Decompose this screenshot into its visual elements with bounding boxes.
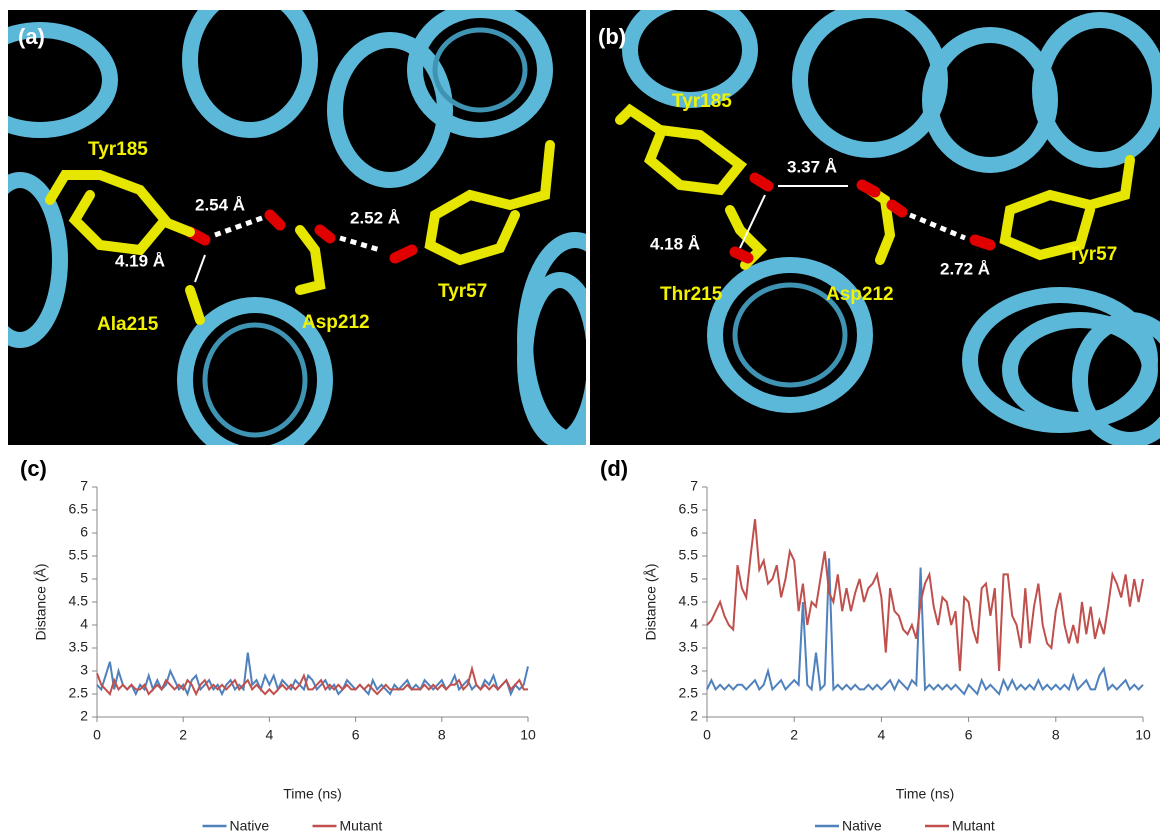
residue-label: Tyr57 — [1068, 244, 1117, 265]
legend-label: Native — [230, 818, 270, 834]
structure-a — [8, 10, 586, 445]
x-tick-label: 4 — [266, 727, 274, 743]
x-tick-label: 8 — [1052, 727, 1060, 743]
y-tick-label: 6.5 — [69, 501, 89, 517]
y-tick-label: 6.5 — [679, 501, 699, 517]
y-axis-label: Distance (Å) — [33, 563, 49, 640]
residue-label: Tyr57 — [438, 281, 487, 302]
y-tick-label: 7 — [80, 478, 88, 494]
y-tick-label: 5 — [80, 570, 88, 586]
residue-label: Thr215 — [660, 284, 723, 305]
x-tick-label: 2 — [790, 727, 798, 743]
x-tick-label: 10 — [1135, 727, 1151, 743]
y-tick-label: 2 — [690, 708, 698, 724]
residue-label: Ala215 — [97, 314, 159, 335]
distance-label: 2.72 Å — [940, 259, 990, 278]
panel-label: (a) — [18, 24, 45, 49]
residue-label: Tyr185 — [88, 139, 148, 160]
series-line — [96, 652, 529, 697]
y-tick-label: 7 — [690, 478, 698, 494]
series-line — [96, 664, 528, 697]
distance-label: 4.18 Å — [650, 234, 700, 253]
y-tick-label: 2 — [80, 708, 88, 724]
legend-label: Mutant — [340, 818, 383, 834]
distance-label: 2.54 Å — [195, 195, 245, 214]
y-tick-label: 2.5 — [679, 685, 699, 701]
residue-label: Asp212 — [826, 284, 894, 305]
x-tick-label: 10 — [520, 727, 536, 743]
y-tick-label: 3.5 — [69, 639, 89, 655]
y-tick-label: 4.5 — [679, 593, 699, 609]
series-line — [706, 558, 1144, 696]
panel-label: (b) — [598, 24, 626, 49]
residue-label: Asp212 — [302, 312, 370, 333]
panel-label: (d) — [600, 456, 628, 481]
x-axis-label: Time (ns) — [283, 786, 342, 802]
distance-label: 4.19 Å — [115, 251, 165, 270]
distance-label: 3.37 Å — [787, 157, 837, 176]
y-tick-label: 4 — [690, 616, 698, 632]
y-tick-label: 5.5 — [679, 547, 699, 563]
residue-label: Tyr185 — [672, 91, 732, 112]
x-tick-label: 6 — [965, 727, 973, 743]
y-tick-label: 2.5 — [69, 685, 89, 701]
y-tick-label: 4 — [80, 616, 88, 632]
x-tick-label: 2 — [179, 727, 187, 743]
y-tick-label: 3 — [80, 662, 88, 678]
x-tick-label: 0 — [93, 727, 101, 743]
y-tick-label: 6 — [80, 524, 88, 540]
y-tick-label: 4.5 — [69, 593, 89, 609]
distance-label: 2.52 Å — [350, 208, 400, 227]
x-tick-label: 4 — [878, 727, 886, 743]
legend-label: Mutant — [952, 818, 995, 834]
y-tick-label: 3 — [690, 662, 698, 678]
structure-b — [590, 10, 1160, 445]
x-axis-label: Time (ns) — [896, 786, 955, 802]
x-tick-label: 0 — [703, 727, 711, 743]
x-tick-label: 8 — [438, 727, 446, 743]
y-tick-label: 5.5 — [69, 547, 89, 563]
y-tick-label: 3.5 — [679, 639, 699, 655]
y-tick-label: 5 — [690, 570, 698, 586]
legend-label: Native — [842, 818, 882, 834]
x-tick-label: 6 — [352, 727, 360, 743]
series-line — [706, 519, 1144, 672]
panel-label: (c) — [20, 456, 47, 481]
y-axis-label: Distance (Å) — [643, 563, 659, 640]
y-tick-label: 6 — [690, 524, 698, 540]
